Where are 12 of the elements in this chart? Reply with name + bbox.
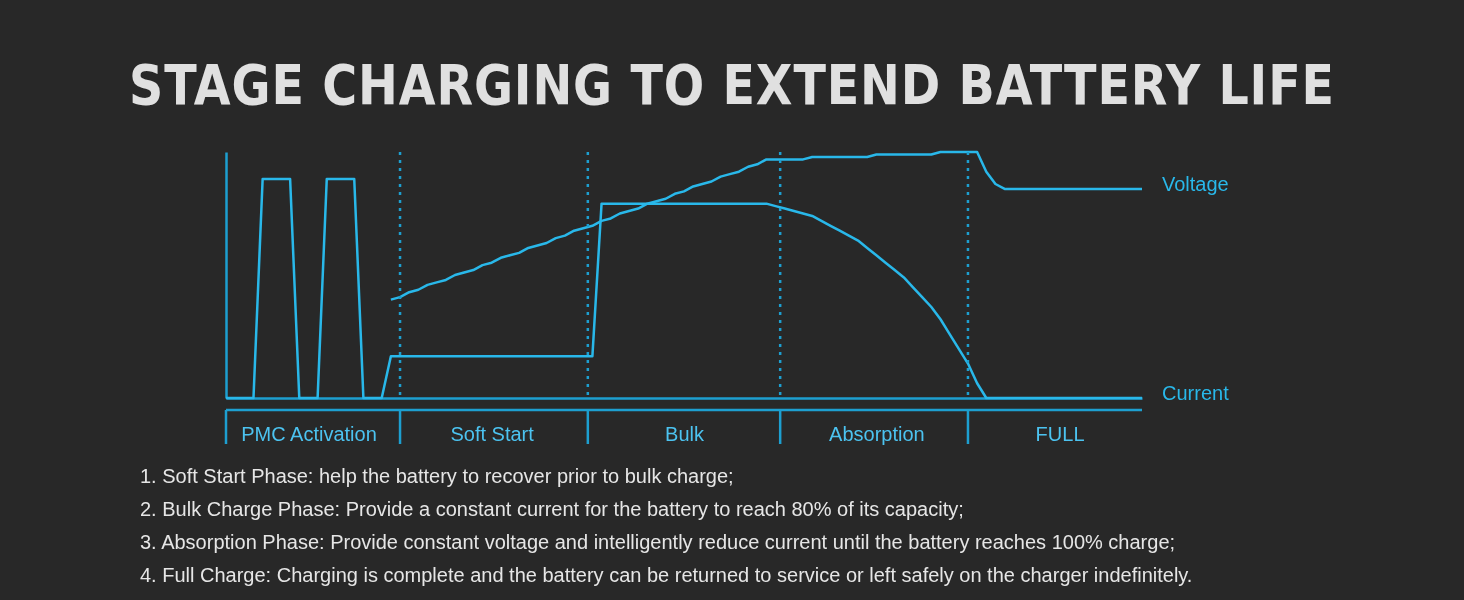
chart-title: STAGE CHARGING TO EXTEND BATTERY LIFE: [128, 52, 1336, 117]
x-tick-label: FULL: [1035, 422, 1085, 445]
series-label: Voltage: [1162, 172, 1229, 195]
x-tick-label: Absorption: [829, 422, 925, 445]
series-label: Current: [1162, 382, 1230, 404]
x-tick-label: Bulk: [665, 422, 705, 445]
x-tick-label: PMC Activation: [241, 422, 377, 445]
text: 3. Absorption Phase: Provide constant voltage and intelligently reduce current until the battery reaches 100% charge;: [140, 530, 1177, 555]
x-tick-label: Soft Start: [450, 422, 535, 445]
text: 4. Full Charge: Charging is complete and the battery can be returned to service or left safely on the charger indefinitely.: [140, 563, 1193, 588]
text: 1. Soft Start Phase: help the battery to recover prior to bulk charge;: [140, 464, 735, 489]
text: 2. Bulk Charge Phase: Provide a constant current for the battery to reach 80% of its capacity;: [140, 497, 965, 522]
